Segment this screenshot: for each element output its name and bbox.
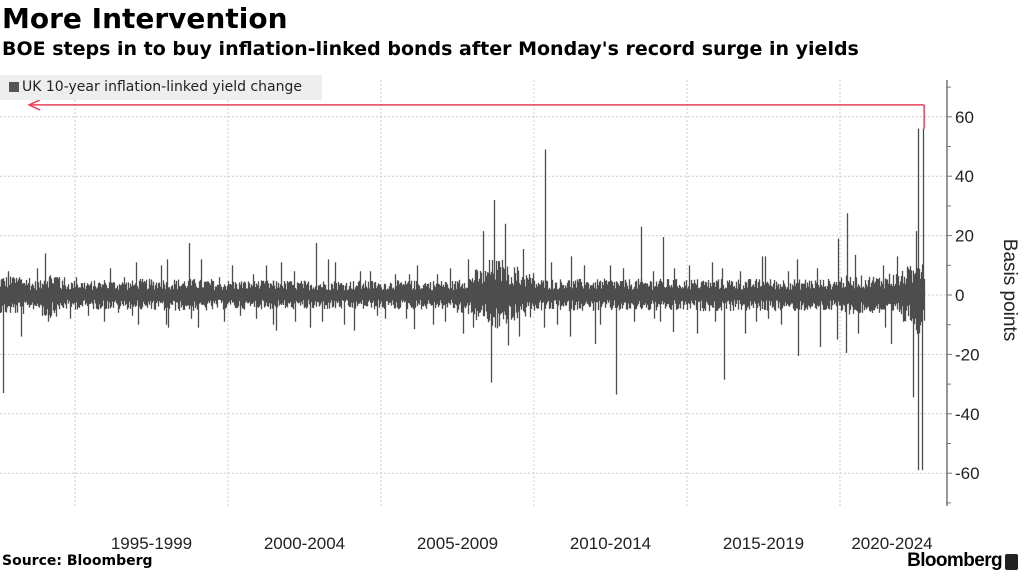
annotation-arrow: [27, 99, 925, 129]
arrow-head-icon: [27, 99, 41, 111]
data-series: [0, 128, 926, 471]
y-tick-label: -60: [955, 464, 980, 483]
y-tick-label: 0: [955, 286, 964, 305]
x-tick-label: 2000-2004: [264, 534, 345, 553]
y-tick-label: 20: [955, 227, 974, 246]
legend: UK 10-year inflation-linked yield change: [0, 75, 322, 100]
bloomberg-logo: Bloomberg: [907, 550, 1002, 571]
chart-title: More Intervention: [2, 2, 288, 35]
y-tick-label: 60: [955, 108, 974, 127]
legend-swatch: [9, 82, 19, 92]
y-axis: 60 40 20 0 -20 -40 -60: [946, 80, 980, 506]
legend-label: UK 10-year inflation-linked yield change: [22, 79, 302, 95]
source-note: Source: Bloomberg: [2, 553, 153, 569]
x-tick-label: 2020-2024: [851, 534, 932, 553]
bloomberg-logo-icon: [1005, 554, 1018, 570]
x-tick-label: 2015-2019: [723, 534, 804, 553]
y-tick-label: -40: [955, 405, 980, 424]
y-tick-label: -20: [955, 345, 980, 364]
chart-subtitle: BOE steps in to buy inflation-linked bon…: [2, 38, 859, 60]
x-tick-label: 2010-2014: [570, 534, 651, 553]
x-axis-labels: 1995-1999 2000-2004 2005-2009 2010-2014 2015…: [111, 534, 933, 553]
x-tick-label: 1995-1999: [111, 534, 192, 553]
y-tick-label: 40: [955, 167, 974, 186]
y-axis-label: Basis points: [999, 239, 1020, 341]
x-tick-label: 2005-2009: [417, 534, 498, 553]
